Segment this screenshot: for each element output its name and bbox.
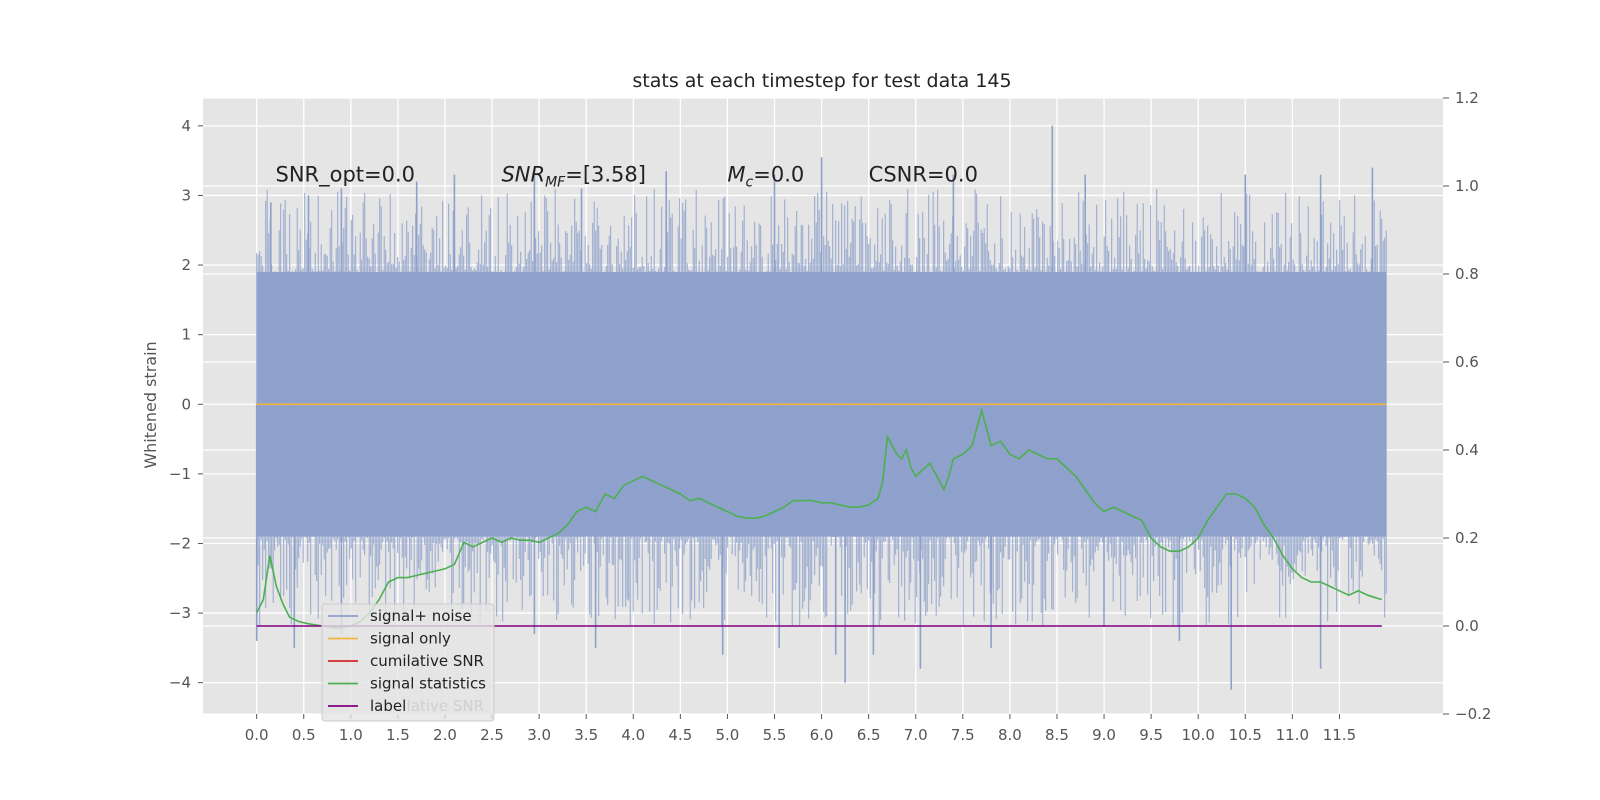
y-axis-title: Whitened strain	[141, 341, 160, 468]
axes: 0.0 0.5 1.0 1.5 2.0 2.5 3.0 3.5 4.0 4.5 5.0 5.5 6.0 6…	[169, 89, 1492, 744]
legend-label: cumilative SNR	[370, 652, 484, 670]
x-tick-label: 2.0	[433, 726, 457, 744]
x-tick-label: 0.5	[292, 726, 316, 744]
annotation-subscript: MF	[545, 175, 566, 191]
y2-tick-label: 1.2	[1455, 89, 1479, 107]
annotation: Mc=0.0	[727, 163, 804, 191]
x-tick-label: 4.0	[621, 726, 645, 744]
x-tick-label: 8.5	[1045, 726, 1069, 744]
y-tick-label: 2	[181, 256, 191, 274]
x-tick-label: 2.5	[480, 726, 504, 744]
noise-peaks	[255, 125, 1374, 690]
y-tick-label: 3	[181, 186, 191, 204]
x-tick-label: 10.0	[1181, 726, 1214, 744]
x-tick-label: 1.5	[386, 726, 410, 744]
x-tick-label: 6.5	[857, 726, 881, 744]
x-tick-label: 9.0	[1092, 726, 1116, 744]
annotation: CSNR=0.0	[869, 163, 978, 187]
x-tick-label: 5.5	[763, 726, 787, 744]
annotation-subscript: c	[746, 175, 754, 191]
annotation-main: M	[727, 163, 745, 187]
y-tick-label: 1	[181, 326, 191, 344]
chart-title: stats at each timestep for test data 145	[632, 70, 1011, 92]
annotation-rest: =0.0	[753, 163, 804, 187]
legend-label: signal only	[370, 630, 451, 648]
y-tick-label: 4	[181, 117, 191, 135]
y-tick-label: −2	[169, 534, 191, 552]
x-tick-label: 7.0	[904, 726, 928, 744]
y-tick-label: −4	[169, 674, 191, 692]
annotations: SNR_opt=0.0 SNRMF=[3.58] Mc=0.0 CSNR=0.0	[275, 163, 977, 191]
x-tick-label: 1.0	[339, 726, 363, 744]
legend-overlap-text: cumilative SNR	[370, 697, 484, 715]
x-tick-label: 10.5	[1229, 726, 1262, 744]
x-tick-label: 0.0	[245, 726, 269, 744]
annotation: SNRMF=[3.58]	[501, 163, 646, 191]
legend-label: signal statistics	[370, 675, 486, 693]
y-tick-label: −3	[169, 604, 191, 622]
x-tick-label: 6.0	[810, 726, 834, 744]
y-tick-label: −1	[169, 465, 191, 483]
x-tick-label: 11.5	[1323, 726, 1356, 744]
annotation-main: SNR	[501, 163, 545, 187]
y2-tick-label: 0.2	[1455, 529, 1479, 547]
legend[interactable]: signal+ noise signal only cumilative SNR si…	[321, 603, 495, 722]
annotation: SNR_opt=0.0	[275, 163, 415, 188]
x-tick-label: 8.0	[998, 726, 1022, 744]
y2-tick-label: 0.8	[1455, 265, 1479, 283]
annotation-rest: =[3.58]	[565, 163, 646, 187]
x-tick-label: 11.0	[1276, 726, 1309, 744]
series-layer	[255, 125, 1387, 690]
y2-tick-label: −0.2	[1455, 705, 1491, 723]
y2-tick-label: 0.4	[1455, 441, 1479, 459]
legend-label: label	[370, 697, 406, 715]
y2-tick-label: 1.0	[1455, 177, 1479, 195]
y2-tick-label: 0.0	[1455, 617, 1479, 635]
x-tick-label: 5.0	[716, 726, 740, 744]
x-tick-label: 3.0	[527, 726, 551, 744]
series-line	[255, 407, 1383, 630]
series-signal-statistics	[255, 407, 1383, 630]
x-tick-label: 7.5	[951, 726, 975, 744]
legend-box	[321, 603, 495, 722]
x-tick-label: 4.5	[668, 726, 692, 744]
x-tick-label: 3.5	[574, 726, 598, 744]
y2-tick-label: 0.6	[1455, 353, 1479, 371]
legend-label: signal+ noise	[370, 607, 472, 625]
y-tick-label: 0	[181, 395, 191, 413]
x-tick-label: 9.5	[1139, 726, 1163, 744]
